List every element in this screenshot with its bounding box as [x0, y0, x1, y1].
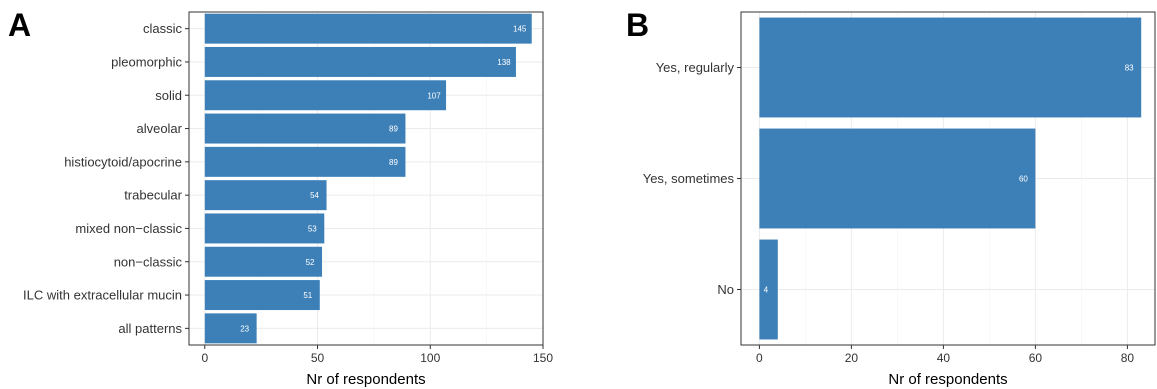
- chart-panel-a: A 145 classic 138 pleomorphic 107 solid 89 alveo…: [8, 7, 553, 388]
- bar-value-label: 60: [1019, 175, 1028, 184]
- x-tick-label: 0: [201, 351, 208, 365]
- category-label: all patterns: [118, 321, 182, 336]
- bar-value-label: 138: [497, 58, 511, 67]
- category-label: ILC with extracellular mucin: [23, 288, 182, 303]
- bar-value-label: 107: [427, 91, 441, 100]
- bar: [204, 146, 406, 177]
- x-tick-label: 60: [1029, 351, 1043, 365]
- x-tick-label: 100: [420, 351, 440, 365]
- bar: [204, 280, 320, 311]
- bar-value-label: 89: [389, 158, 398, 167]
- bar: [204, 246, 323, 277]
- bar: [204, 80, 447, 111]
- bar-value-label: 52: [306, 258, 315, 267]
- x-tick-label: 40: [937, 351, 951, 365]
- bar-value-label: 89: [389, 125, 398, 134]
- x-axis-title: Nr of respondents: [306, 371, 425, 388]
- bar-value-label: 83: [1125, 64, 1134, 73]
- x-tick-label: 80: [1121, 351, 1135, 365]
- category-label: Yes, regularly: [656, 60, 735, 75]
- bar-value-label: 23: [240, 324, 249, 333]
- x-tick-label: 150: [533, 351, 553, 365]
- x-tick-label: 20: [845, 351, 859, 365]
- panel-frame: [188, 11, 544, 346]
- x-axis-title: Nr of respondents: [888, 371, 1007, 388]
- category-label: Yes, sometimes: [643, 171, 735, 186]
- x-tick-label: 0: [756, 351, 763, 365]
- panel-frame: [740, 11, 1156, 346]
- category-label: classic: [143, 21, 183, 36]
- category-label: histiocytoid/apocrine: [64, 154, 182, 169]
- category-label: mixed non−classic: [75, 221, 182, 236]
- bar-value-label: 54: [310, 191, 319, 200]
- bar-value-label: 4: [764, 286, 769, 295]
- x-tick-label: 50: [311, 351, 325, 365]
- category-label: solid: [155, 88, 182, 103]
- bar: [759, 239, 778, 340]
- bar: [204, 46, 516, 77]
- chart-panel-b: B 83 Yes, regularly 60 Yes, sometimes 4 No 0 20 4…: [626, 7, 1156, 388]
- category-label: non−classic: [114, 254, 183, 269]
- bar: [204, 213, 325, 244]
- category-label: alveolar: [136, 121, 182, 136]
- bar-value-label: 145: [513, 25, 527, 34]
- bar: [759, 128, 1036, 229]
- panel-label-b: B: [626, 7, 649, 43]
- bar: [204, 313, 257, 344]
- bar: [204, 113, 406, 144]
- panel-label-a: A: [8, 7, 31, 43]
- category-label: trabecular: [124, 188, 182, 203]
- bar: [759, 17, 1142, 118]
- bar-value-label: 51: [303, 291, 312, 300]
- category-label: pleomorphic: [111, 54, 182, 69]
- bar: [204, 180, 327, 211]
- category-label: No: [717, 282, 734, 297]
- bar: [204, 13, 532, 44]
- bar-value-label: 53: [308, 224, 317, 233]
